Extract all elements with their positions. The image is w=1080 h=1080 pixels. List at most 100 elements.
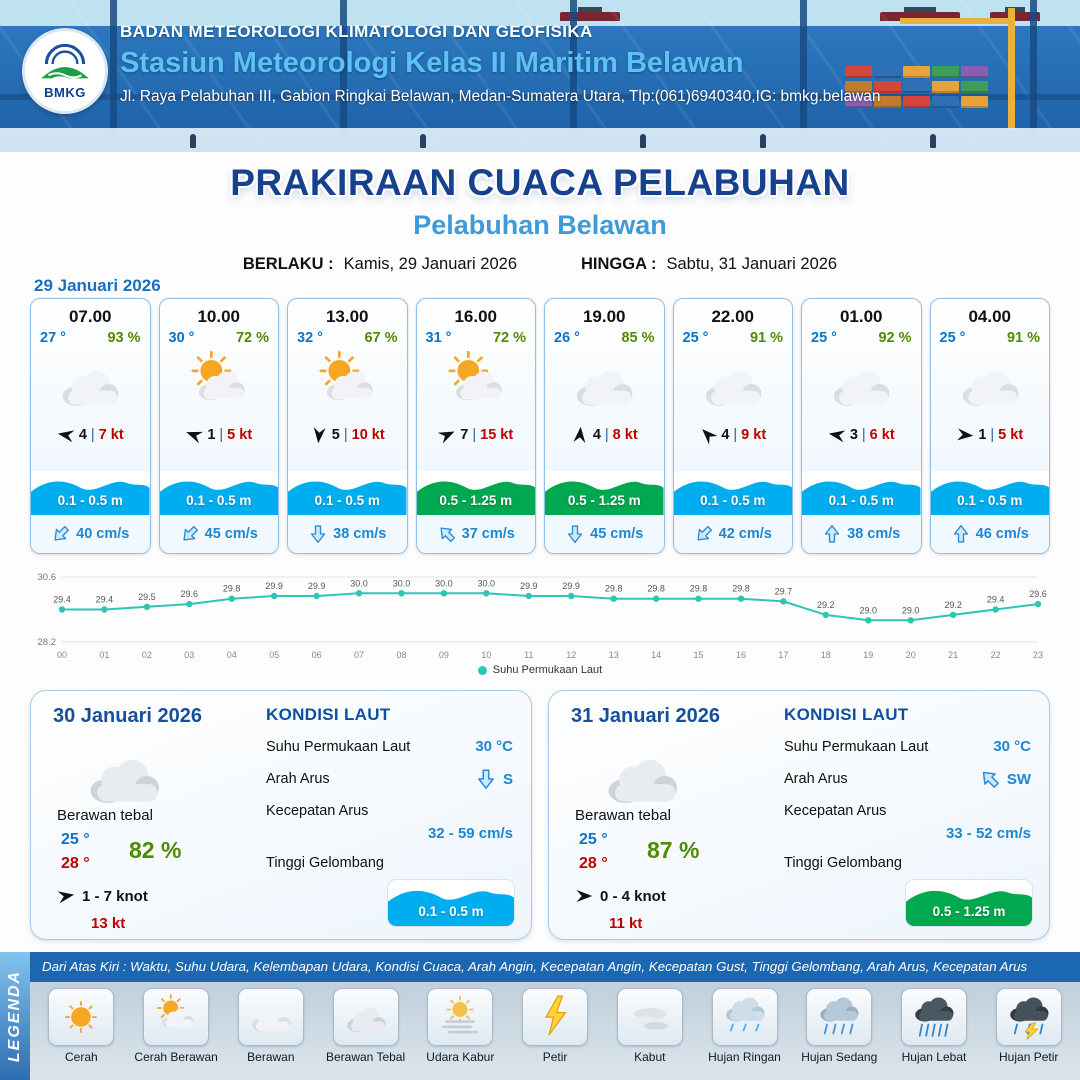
svg-text:07: 07 xyxy=(354,650,364,660)
container-icon xyxy=(874,81,901,93)
time-label: 22.00 xyxy=(711,307,755,326)
wave-height-band: 0.5 - 1.25 m xyxy=(545,471,664,515)
wave-height-chip: 0.5 - 1.25 m xyxy=(905,879,1033,927)
current-speed: 38 cm/s xyxy=(333,526,387,542)
forecast-card: 13.00 32 ° 67 % 5 | 10 kt 0.1 - 0.5 m 38… xyxy=(287,298,408,554)
separator: | xyxy=(604,427,609,443)
current-direction-icon xyxy=(180,524,200,544)
wind-row: 3 | 6 kt xyxy=(802,422,921,448)
svg-text:17: 17 xyxy=(778,650,788,660)
wind-direction-icon xyxy=(57,887,75,905)
container-icon xyxy=(845,81,872,93)
svg-text:29.4: 29.4 xyxy=(987,595,1005,605)
title-block: PRAKIRAAN CUACA PELABUHAN Pelabuhan Bela… xyxy=(0,162,1080,274)
separator: | xyxy=(90,427,95,443)
wind-row: 1 | 5 kt xyxy=(931,422,1050,448)
person-silhouette xyxy=(420,134,426,148)
separator: | xyxy=(343,427,348,443)
legend-item: Hujan Petir xyxy=(981,988,1076,1064)
svg-text:00: 00 xyxy=(57,650,67,660)
temp-max: 28 ° xyxy=(61,855,90,872)
wind-direction-icon xyxy=(310,426,328,444)
legend-item-label: Hujan Petir xyxy=(999,1050,1059,1064)
wave-height: 0.1 - 0.5 m xyxy=(186,493,252,508)
gust: 6 kt xyxy=(869,427,895,443)
legend-item-label: Berawan Tebal xyxy=(325,1050,406,1064)
wave-height-band: 0.1 - 0.5 m xyxy=(159,471,278,515)
container-icon xyxy=(903,96,930,108)
current-row: 40 cm/s xyxy=(31,515,150,553)
svg-text:30.0: 30.0 xyxy=(435,578,453,588)
container-icon xyxy=(874,96,901,108)
temp-humidity-row: 25 ° 91 % xyxy=(931,330,1050,346)
hujan-sedang-icon xyxy=(806,988,873,1046)
wind-direction-icon xyxy=(185,426,204,444)
wind-row: 1 | 5 kt xyxy=(160,422,279,448)
sst-value: 30 °C xyxy=(993,738,1031,755)
wave-height: 0.5 - 1.25 m xyxy=(932,904,1006,919)
sst-label: Suhu Permukaan Laut xyxy=(266,738,411,755)
sea-conditions: KONDISI LAUT Suhu Permukaan Laut 30 °C Ar… xyxy=(784,705,1031,871)
current-speed-label: Kecepatan Arus xyxy=(784,803,887,819)
wave-label: Tinggi Gelombang xyxy=(266,855,384,871)
current-direction-icon xyxy=(951,524,971,544)
wind-row: 1 - 7 knot xyxy=(57,887,148,905)
svg-text:05: 05 xyxy=(269,650,279,660)
daily-card-31jan: 31 Januari 2026 Berawan tebal 25 ° 28 ° … xyxy=(548,690,1050,940)
gust: 7 kt xyxy=(98,427,124,443)
legend-items: Cerah Cerah Berawan Berawan Berawan Teba… xyxy=(34,988,1076,1064)
svg-text:22: 22 xyxy=(991,650,1001,660)
temperature: 27 ° xyxy=(40,330,66,346)
wind-direction-icon xyxy=(828,426,846,444)
svg-text:29.9: 29.9 xyxy=(520,581,538,591)
svg-text:09: 09 xyxy=(439,650,449,660)
svg-text:29.2: 29.2 xyxy=(817,600,835,610)
temperature: 25 ° xyxy=(939,330,966,346)
humidity: 72 % xyxy=(235,330,269,346)
wave-height: 0.1 - 0.5 m xyxy=(57,493,123,508)
wind-direction-icon xyxy=(571,426,589,444)
container-icon xyxy=(932,66,959,78)
current-speed: 46 cm/s xyxy=(975,526,1029,542)
current-row: 45 cm/s xyxy=(545,515,664,553)
current-direction-icon xyxy=(308,524,328,544)
container-icon xyxy=(932,96,959,108)
forecast-card: 10.00 30 ° 72 % 1 | 5 kt 0.1 - 0.5 m 45 … xyxy=(158,298,279,554)
legend-item: Berawan Tebal xyxy=(318,988,413,1064)
legend-note: Dari Atas Kiri : Waktu, Suhu Udara, Kele… xyxy=(30,952,1080,982)
ship-icon xyxy=(880,7,960,21)
ship-icon xyxy=(990,7,1040,21)
page-title: PRAKIRAAN CUACA PELABUHAN xyxy=(230,162,850,203)
temp-humidity-row: 30 ° 72 % xyxy=(160,330,279,346)
temp-humidity-row: 27 ° 93 % xyxy=(31,330,150,346)
berlaku-value: Kamis, 29 Januari 2026 xyxy=(343,255,517,273)
daily-card-30jan: 30 Januari 2026 Berawan tebal 25 ° 28 ° … xyxy=(30,690,532,940)
legend-banner: LEGENDA xyxy=(0,952,30,1080)
wave-height: 0.1 - 0.5 m xyxy=(700,493,766,508)
legend-item-label: Berawan xyxy=(247,1050,295,1064)
humidity: 87 % xyxy=(647,837,700,863)
wave-height: 0.1 - 0.5 m xyxy=(957,493,1023,508)
svg-text:29.8: 29.8 xyxy=(647,584,665,594)
forecast-card: 04.00 25 ° 91 % 1 | 5 kt 0.1 - 0.5 m 46 … xyxy=(929,298,1050,554)
legend-item: Kabut xyxy=(602,988,697,1064)
current-direction-icon xyxy=(437,524,457,544)
weather-icon xyxy=(545,346,664,422)
container-icon xyxy=(932,81,959,93)
current-row: 38 cm/s xyxy=(802,515,921,553)
current-direction-icon xyxy=(475,768,497,790)
legend-item: Berawan xyxy=(223,988,318,1064)
gust: 5 kt xyxy=(998,427,1024,443)
wave-height: 0.5 - 1.25 m xyxy=(567,493,641,508)
sea-heading: KONDISI LAUT xyxy=(784,705,909,724)
weather-icon xyxy=(417,346,536,422)
svg-text:18: 18 xyxy=(821,650,831,660)
svg-text:30.0: 30.0 xyxy=(350,578,368,588)
svg-text:29.4: 29.4 xyxy=(96,595,114,605)
svg-text:29.4: 29.4 xyxy=(53,595,71,605)
temperature: 30 ° xyxy=(168,330,195,346)
svg-text:29.8: 29.8 xyxy=(605,584,623,594)
current-direction-icon xyxy=(51,524,71,544)
legend-item-label: Hujan Sedang xyxy=(801,1050,878,1064)
